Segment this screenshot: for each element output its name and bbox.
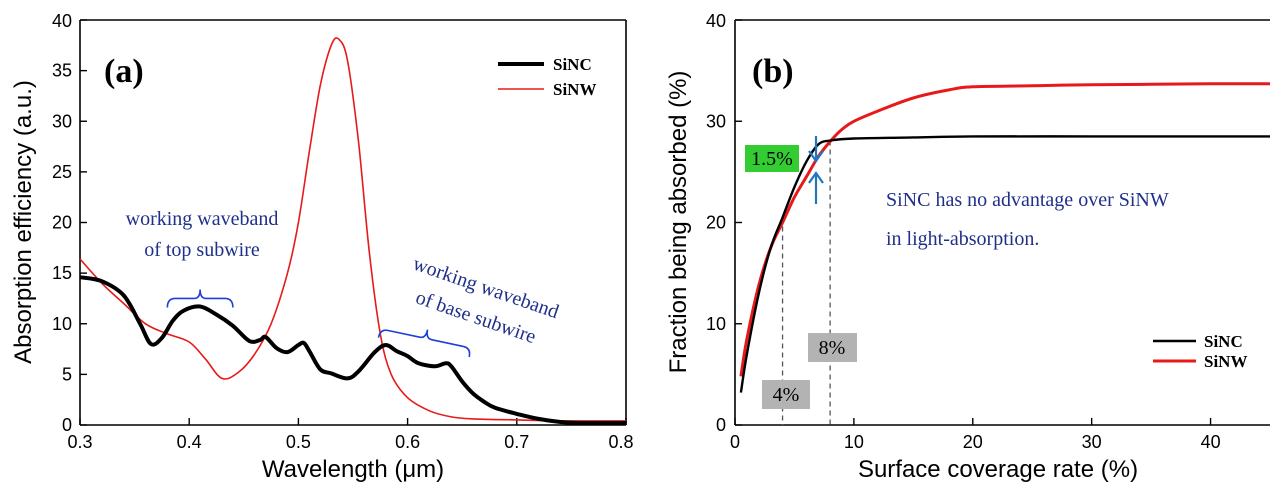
a-xtick-label: 0.7 xyxy=(504,432,529,452)
a-ytick-label: 35 xyxy=(52,61,72,81)
a-xtick-label: 0.8 xyxy=(608,432,633,452)
a-ytick-label: 5 xyxy=(62,364,72,384)
box-8pct: 8% xyxy=(808,333,857,362)
brace-top-subwire xyxy=(166,289,234,308)
panel-b: 0 10 20 30 40 0 10 20 30 40 Surface cove… xyxy=(665,11,1271,483)
box-1-5pct-text: 1.5% xyxy=(751,148,793,170)
panel-label-b: (b) xyxy=(752,53,794,90)
arrow-down-icon xyxy=(808,136,824,163)
annotation-top-subwire-line2: of top subwire xyxy=(144,239,260,261)
b-ytick-label: 30 xyxy=(706,111,726,131)
a-ytick-label: 30 xyxy=(52,111,72,131)
box-1-5pct: 1.5% xyxy=(745,145,799,172)
legend-a: SiNC SiNW xyxy=(498,55,596,99)
b-xtick-label: 40 xyxy=(1201,432,1221,452)
panel-b-plot-area xyxy=(734,19,1270,426)
b-ytick-label: 10 xyxy=(706,314,726,334)
b-xtick-label: 20 xyxy=(963,432,983,452)
b-y-axis-label: Fraction being absorbed (%) xyxy=(665,71,692,374)
annotation-top-subwire-line1: working waveband xyxy=(126,208,279,230)
annotation-top-subwire: working waveband of top subwire xyxy=(126,208,279,261)
sinw-curve-a xyxy=(79,37,627,422)
annotation-no-advantage: SiNC has no advantage over SiNW in light… xyxy=(886,189,1169,250)
a-xtick-label: 0.4 xyxy=(177,432,202,452)
legend-b: SiNC SiNW xyxy=(1153,332,1247,371)
box-4pct: 4% xyxy=(762,380,810,409)
a-ytick-label: 10 xyxy=(52,314,72,334)
legend-b-sinw-label: SiNW xyxy=(1204,352,1247,371)
legend-a-sinc-label: SiNC xyxy=(553,55,592,74)
annotation-no-advantage-line1: SiNC has no advantage over SiNW xyxy=(886,189,1169,211)
a-ytick-label: 25 xyxy=(52,162,72,182)
legend-b-sinc-label: SiNC xyxy=(1204,332,1243,351)
a-xtick-label: 0.6 xyxy=(395,432,420,452)
b-xtick-label: 0 xyxy=(730,432,740,452)
a-xtick-label: 0.3 xyxy=(67,432,92,452)
annotation-base-subwire: working waveband of base subwire xyxy=(410,253,562,348)
sinc-curve-b xyxy=(739,135,1270,393)
a-xtick-label: 0.5 xyxy=(286,432,311,452)
annotation-no-advantage-line2: in light-absorption. xyxy=(886,228,1039,250)
b-ytick-label: 20 xyxy=(706,213,726,233)
b-ytick-label: 0 xyxy=(716,415,726,435)
panel-b-ticks xyxy=(734,19,1212,426)
b-xtick-label: 30 xyxy=(1082,432,1102,452)
a-ytick-label: 0 xyxy=(62,415,72,435)
b-xtick-label: 10 xyxy=(844,432,864,452)
a-y-axis-label: Absorption efficiency (a.u.) xyxy=(10,80,37,364)
gap-arrows xyxy=(808,136,824,204)
panel-a: 0.3 0.4 0.5 0.6 0.7 0.8 0 5 10 15 20 25 … xyxy=(10,11,634,483)
box-4pct-text: 4% xyxy=(773,384,800,406)
brace-base-subwire xyxy=(377,329,471,358)
b-x-axis-label: Surface coverage rate (%) xyxy=(858,456,1138,483)
box-8pct-text: 8% xyxy=(819,337,846,359)
panel-label-a: (a) xyxy=(104,53,144,90)
arrow-up-icon xyxy=(808,171,824,204)
legend-a-sinw-label: SiNW xyxy=(553,80,596,99)
a-x-axis-label: Wavelength (μm) xyxy=(262,456,444,483)
a-ytick-label: 15 xyxy=(52,263,72,283)
panel-a-ticks xyxy=(79,19,627,426)
a-ytick-label: 40 xyxy=(52,11,72,31)
b-ytick-label: 40 xyxy=(706,11,726,31)
a-ytick-label: 20 xyxy=(52,213,72,233)
sinc-curve-a xyxy=(79,275,627,426)
